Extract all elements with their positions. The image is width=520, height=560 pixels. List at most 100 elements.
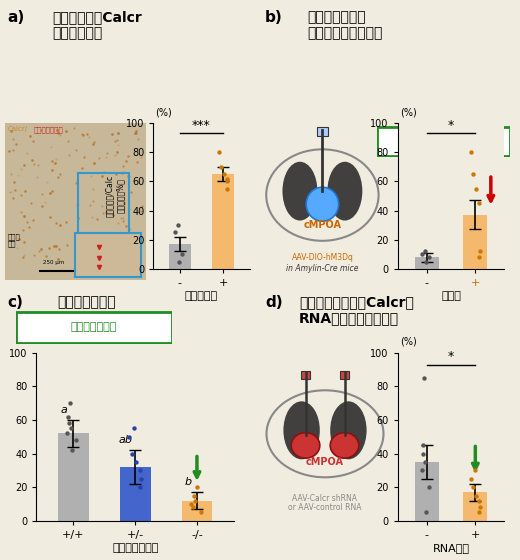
Point [418, 250, 426, 259]
Ellipse shape [282, 162, 317, 221]
FancyBboxPatch shape [377, 127, 510, 156]
Text: 仲間と
再会: 仲間と 再会 [8, 233, 21, 247]
Point [475, 508, 483, 517]
Text: 窓柵をかむ行動: 窓柵をかむ行動 [70, 322, 117, 332]
Point [418, 466, 426, 475]
Point [137, 474, 145, 483]
Point [422, 508, 430, 517]
Bar [463, 492, 487, 521]
Bar [168, 244, 190, 269]
Point [419, 449, 427, 458]
Point [190, 491, 198, 500]
FancyBboxPatch shape [16, 312, 172, 343]
Point [64, 412, 73, 421]
X-axis label: 仲間と再会: 仲間と再会 [185, 291, 218, 301]
Point [66, 399, 74, 408]
Text: アミリンノック
アウトマウス: アミリンノック アウトマウス [57, 296, 116, 326]
Point [469, 483, 477, 492]
Text: 250 μm: 250 μm [43, 260, 64, 265]
Point [223, 177, 231, 186]
Point [425, 253, 433, 262]
Bar [340, 371, 349, 379]
Point [177, 250, 186, 259]
Bar [58, 433, 89, 521]
Point [128, 449, 136, 458]
X-axis label: アミリン遺伝子: アミリン遺伝子 [112, 543, 159, 553]
Text: c): c) [8, 296, 24, 310]
Point [130, 424, 138, 433]
Point [475, 253, 483, 262]
Point [191, 496, 199, 505]
Bar [317, 127, 328, 136]
Bar [463, 215, 487, 269]
Text: アミリンの受容体Calcrの
RNA干渉ノックダウン: アミリンの受容体Calcrの RNA干渉ノックダウン [299, 296, 414, 326]
Bar [181, 501, 212, 521]
Point [215, 148, 223, 157]
Ellipse shape [330, 402, 367, 459]
Ellipse shape [328, 162, 362, 221]
Point [419, 441, 427, 450]
Point [219, 170, 228, 179]
Bar [415, 462, 439, 521]
Point [420, 374, 428, 382]
Point [217, 162, 225, 171]
Circle shape [291, 433, 320, 458]
Point [125, 432, 133, 441]
Text: AAV-Calcr shRNA: AAV-Calcr shRNA [292, 494, 358, 503]
Bar [415, 257, 439, 269]
Point [421, 458, 429, 466]
Point [136, 483, 144, 492]
Text: a): a) [8, 10, 25, 25]
Text: 仲間と再会でCalcr
細胞が活性化: 仲間と再会でCalcr 細胞が活性化 [52, 10, 142, 40]
Text: アミリン細胞の
薬理遺伝学的活性化: アミリン細胞の 薬理遺伝学的活性化 [307, 10, 382, 40]
Point [63, 429, 71, 438]
Text: ***: *** [192, 119, 211, 132]
Point [72, 436, 80, 445]
Text: Calcr/: Calcr/ [8, 127, 28, 132]
Point [132, 458, 140, 466]
Point [476, 247, 484, 256]
Text: AAV-DIO-hM3Dq: AAV-DIO-hM3Dq [292, 254, 353, 263]
Point [421, 247, 429, 256]
Point [425, 483, 433, 492]
Text: (%): (%) [400, 108, 417, 118]
Bar [120, 467, 151, 521]
Bar [78, 174, 129, 236]
Text: cMPOA: cMPOA [303, 220, 342, 230]
Text: a: a [61, 405, 68, 415]
Point [471, 466, 479, 475]
Point [197, 508, 205, 517]
Point [65, 419, 73, 428]
Text: b): b) [265, 10, 283, 25]
Point [223, 184, 231, 193]
Point [469, 170, 477, 179]
Point [475, 496, 483, 505]
Text: d): d) [265, 296, 283, 310]
Bar [301, 371, 310, 379]
Point [187, 500, 196, 508]
Text: in Amylin-Cre mice: in Amylin-Cre mice [286, 264, 359, 273]
Circle shape [306, 187, 339, 221]
Text: (%): (%) [400, 337, 417, 347]
Text: b: b [184, 477, 191, 487]
Point [472, 184, 480, 193]
Point [472, 491, 480, 500]
Point [422, 257, 430, 266]
Bar [213, 174, 235, 269]
Text: ab: ab [119, 435, 133, 445]
Text: 窓柵をかむ行動: 窓柵をかむ行動 [420, 136, 466, 146]
Y-axis label: 活性化細胞/Calc
細胞数比（%）: 活性化細胞/Calc 細胞数比（%） [105, 175, 125, 217]
Point [68, 446, 76, 455]
X-axis label: 活性化: 活性化 [441, 291, 461, 301]
Point [466, 148, 475, 157]
Point [171, 228, 179, 237]
Ellipse shape [283, 402, 320, 459]
Point [67, 424, 75, 433]
Text: *: * [448, 119, 454, 132]
Circle shape [330, 433, 359, 458]
Point [223, 174, 231, 183]
Text: *: * [448, 350, 454, 363]
Text: (%): (%) [155, 108, 172, 118]
Text: or AAV-control RNA: or AAV-control RNA [288, 503, 362, 512]
Text: cMPOA: cMPOA [306, 457, 344, 467]
